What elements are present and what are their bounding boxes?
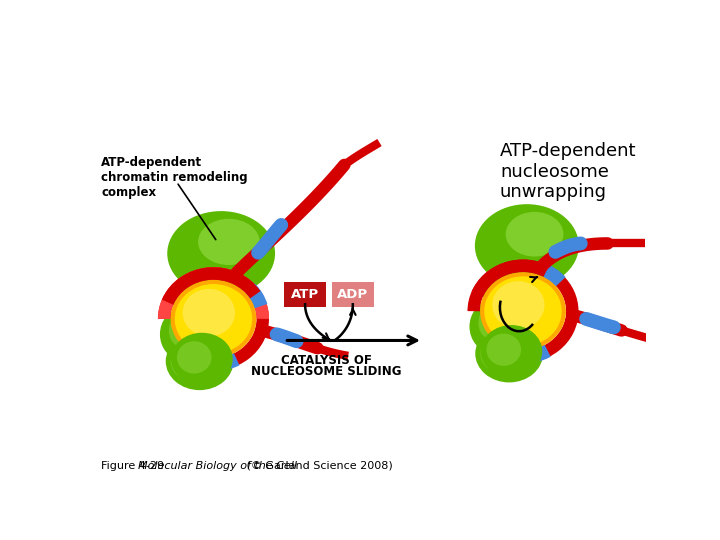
Ellipse shape [475,204,579,287]
Text: Figure 4-29: Figure 4-29 [101,461,171,470]
Text: ATP-dependent
nucleosome
unwrapping: ATP-dependent nucleosome unwrapping [500,142,636,201]
Ellipse shape [173,276,231,323]
Ellipse shape [482,274,564,348]
Ellipse shape [171,342,213,381]
Ellipse shape [171,333,233,385]
Ellipse shape [182,289,233,334]
Ellipse shape [160,309,202,359]
Ellipse shape [475,325,543,382]
Text: CATALYSIS OF: CATALYSIS OF [282,354,372,367]
Ellipse shape [166,333,233,390]
FancyBboxPatch shape [332,282,374,307]
Ellipse shape [177,341,212,374]
Ellipse shape [492,281,542,326]
Ellipse shape [173,282,254,356]
Ellipse shape [198,219,260,265]
FancyBboxPatch shape [284,282,326,307]
Text: NUCLEOSOME SLIDING: NUCLEOSOME SLIDING [251,365,402,378]
Ellipse shape [487,334,521,366]
Text: ATP: ATP [291,288,319,301]
Ellipse shape [478,307,503,339]
Ellipse shape [173,280,250,350]
Ellipse shape [482,272,559,343]
Ellipse shape [505,212,564,256]
Ellipse shape [480,334,523,373]
Ellipse shape [168,314,194,347]
Ellipse shape [469,301,512,352]
Ellipse shape [492,281,544,329]
Text: (© Garland Science 2008): (© Garland Science 2008) [243,461,392,470]
Text: ATP-dependent
chromatin remodeling
complex: ATP-dependent chromatin remodeling compl… [101,156,248,199]
Ellipse shape [482,269,540,315]
Ellipse shape [481,273,565,350]
Ellipse shape [183,289,235,336]
Text: Molecular Biology of the Cell: Molecular Biology of the Cell [138,461,297,470]
Ellipse shape [171,280,256,357]
Ellipse shape [167,211,275,296]
Text: ADP: ADP [337,288,369,301]
Ellipse shape [481,325,542,377]
